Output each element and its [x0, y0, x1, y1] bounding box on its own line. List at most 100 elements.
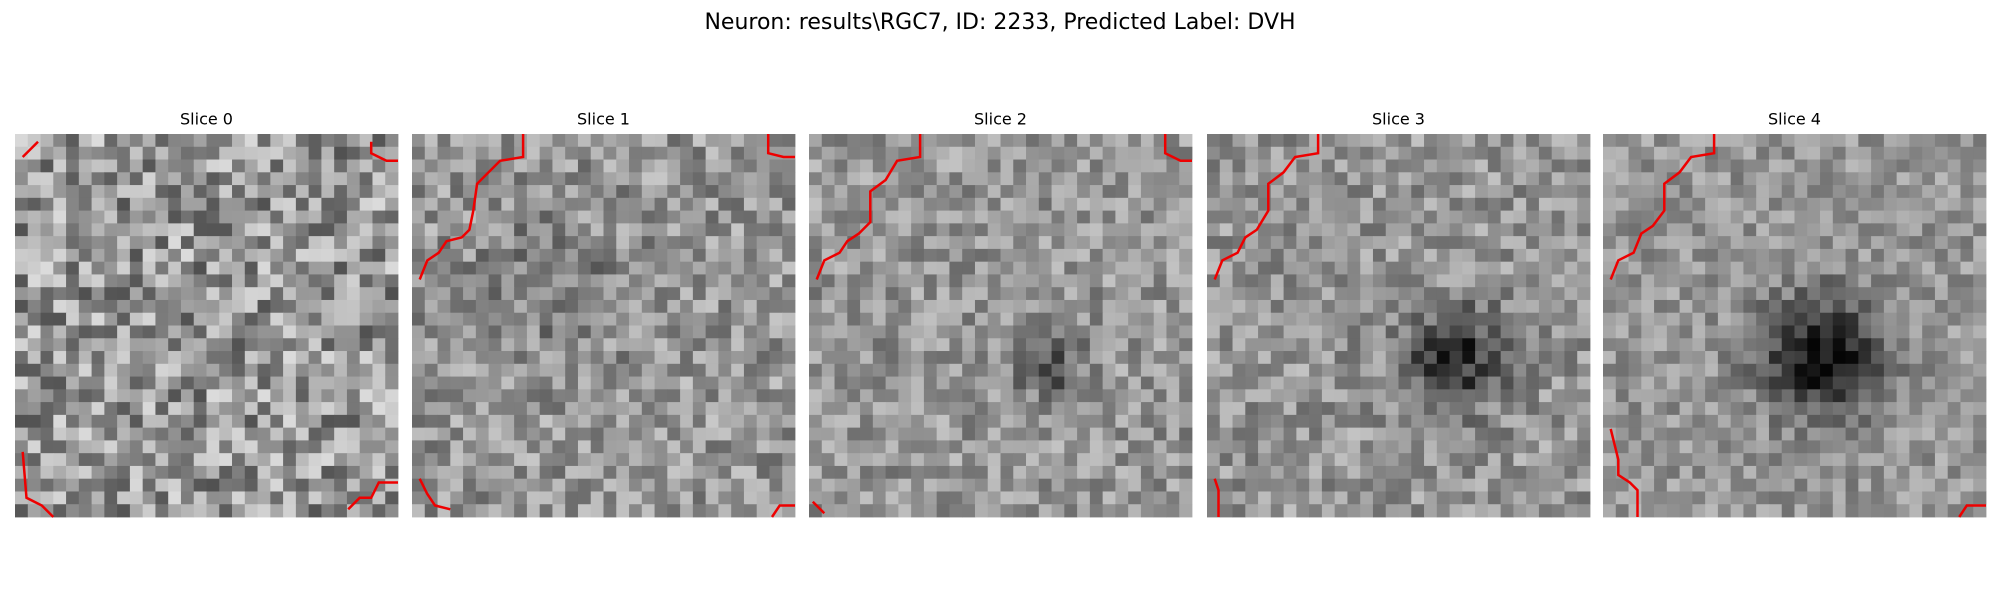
pixel: [1115, 261, 1129, 275]
pixel: [412, 325, 426, 339]
pixel: [1641, 491, 1655, 505]
pixel: [1692, 351, 1706, 365]
pixel: [1398, 414, 1412, 429]
pixel: [1845, 338, 1859, 352]
pixel: [1768, 134, 1783, 148]
pixel: [1102, 210, 1116, 224]
pixel: [1411, 389, 1425, 403]
pixel: [885, 325, 899, 339]
pixel: [1102, 363, 1116, 377]
pixel: [705, 185, 719, 199]
pixel: [1038, 402, 1052, 416]
pixel: [987, 491, 1001, 505]
pixel: [1564, 414, 1578, 429]
pixel: [1026, 402, 1040, 416]
pixel: [155, 491, 169, 505]
pixel: [552, 389, 566, 403]
pixel: [1871, 185, 1885, 199]
pixel: [667, 159, 681, 173]
pixel: [1309, 504, 1323, 518]
pixel: [1334, 440, 1348, 454]
pixel: [168, 248, 182, 263]
pixel: [1603, 236, 1617, 250]
pixel: [321, 223, 335, 237]
pixel: [1140, 146, 1155, 160]
pixel: [667, 478, 681, 492]
pixel: [308, 274, 322, 288]
pixel: [193, 402, 207, 416]
pixel: [756, 312, 770, 326]
pixel: [616, 210, 630, 224]
pixel: [1615, 478, 1629, 492]
pixel: [1538, 299, 1553, 314]
pixel: [1128, 223, 1142, 237]
pixel: [565, 389, 579, 403]
pixel: [1883, 274, 1898, 288]
pixel: [731, 325, 745, 339]
pixel: [629, 210, 643, 224]
pixel: [129, 146, 144, 160]
pixel: [66, 287, 80, 301]
pixel: [680, 478, 694, 492]
pixel: [1179, 325, 1193, 339]
pixel: [1615, 363, 1629, 377]
pixel: [743, 478, 758, 492]
pixel: [949, 248, 963, 263]
pixel: [1411, 197, 1425, 211]
pixel: [232, 414, 246, 429]
pixel: [283, 287, 297, 301]
pixel: [1820, 197, 1834, 211]
pixel: [66, 134, 80, 148]
pixel: [769, 389, 783, 403]
pixel: [949, 427, 963, 441]
pixel: [962, 236, 976, 250]
pixel: [1615, 402, 1629, 416]
pixel: [1258, 389, 1272, 403]
pixel: [1258, 491, 1272, 505]
pixel: [1372, 197, 1387, 211]
pixel: [1730, 402, 1744, 416]
pixel: [1462, 172, 1476, 186]
pixel: [629, 261, 643, 275]
pixel: [1947, 248, 1961, 263]
pixel: [539, 210, 553, 224]
pixel: [514, 248, 528, 263]
pixel: [860, 491, 874, 505]
pixel: [834, 134, 848, 148]
pixel: [1947, 197, 1961, 211]
pixel: [1947, 504, 1961, 518]
pixel: [1232, 504, 1246, 518]
pixel: [1219, 414, 1233, 429]
pixel: [142, 478, 156, 492]
pixel: [1845, 325, 1859, 339]
pixel: [1896, 414, 1910, 429]
pixel: [168, 440, 182, 454]
pixel: [270, 351, 284, 365]
pixel: [936, 287, 950, 301]
pixel: [514, 261, 528, 275]
pixel: [180, 491, 195, 505]
pixel: [1845, 134, 1859, 148]
pixel: [1296, 312, 1310, 326]
pixel: [1730, 223, 1744, 237]
pixel: [1245, 402, 1259, 416]
pixel: [1140, 172, 1155, 186]
pixel: [142, 312, 156, 326]
pixel: [1283, 376, 1297, 390]
pixel: [1462, 440, 1476, 454]
pixel: [1462, 287, 1476, 301]
pixel: [372, 351, 386, 365]
pixel: [1934, 351, 1949, 365]
pixel: [1858, 185, 1872, 199]
pixel: [1232, 427, 1246, 441]
pixel: [590, 325, 604, 339]
pixel: [1603, 210, 1617, 224]
pixel: [1140, 376, 1155, 390]
pixel: [283, 159, 297, 173]
pixel: [1309, 376, 1323, 390]
pixel: [1424, 197, 1438, 211]
pixel: [321, 325, 335, 339]
pixel: [1347, 478, 1361, 492]
pixel: [1283, 287, 1297, 301]
pixel: [321, 261, 335, 275]
